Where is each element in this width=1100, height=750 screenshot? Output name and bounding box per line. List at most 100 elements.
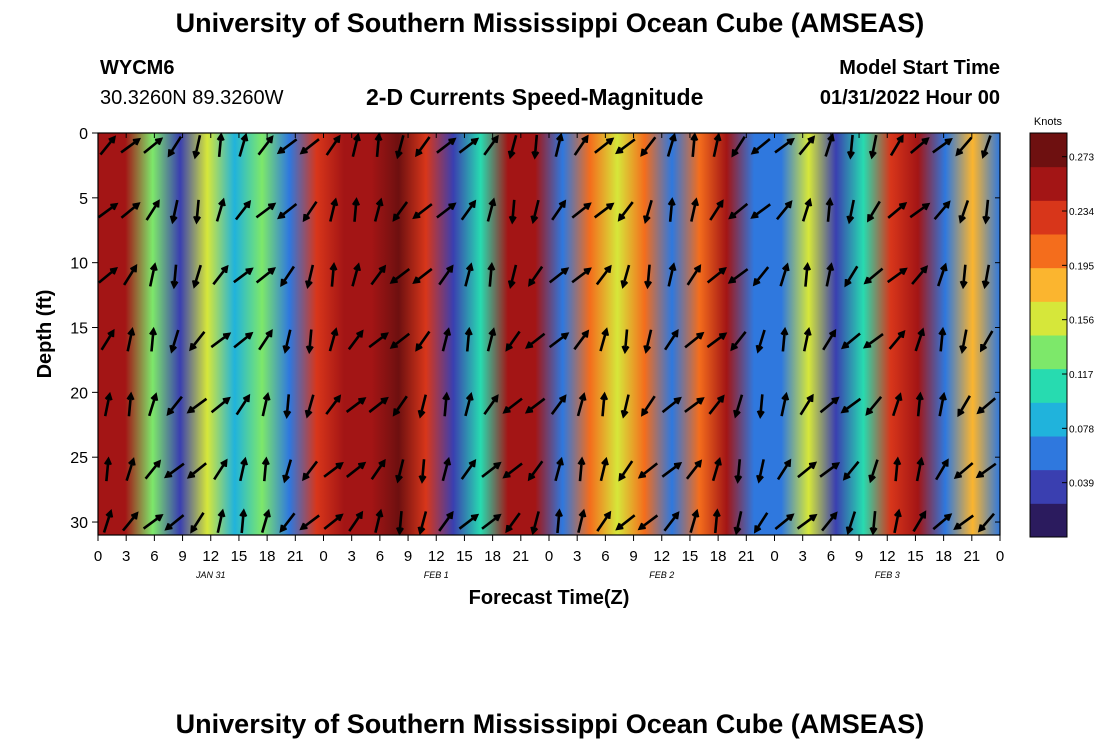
current-arrow <box>915 391 924 417</box>
current-arrow <box>730 331 747 352</box>
colorbar-segment <box>1030 469 1067 504</box>
current-arrow <box>554 456 564 482</box>
current-arrow <box>169 329 180 354</box>
current-arrow <box>325 134 341 156</box>
model-start-value: 01/31/2022 Hour 00 <box>819 87 1000 109</box>
current-arrow <box>893 456 902 482</box>
current-arrow <box>167 136 183 158</box>
current-arrow <box>554 132 564 157</box>
current-arrow <box>844 265 859 288</box>
x-tick-label: 12 <box>653 548 670 565</box>
current-arrow <box>728 202 749 220</box>
current-arrow <box>593 202 615 219</box>
y-tick-label: 25 <box>70 450 88 467</box>
current-arrow <box>803 261 812 287</box>
current-arrow <box>460 459 477 480</box>
current-arrow <box>640 136 657 157</box>
current-arrow <box>216 132 225 158</box>
current-arrow <box>955 136 973 157</box>
x-tick-label: 12 <box>202 548 219 565</box>
current-arrow <box>147 392 159 417</box>
current-arrow <box>368 396 389 414</box>
current-arrow <box>911 265 929 285</box>
y-tick-label: 5 <box>79 191 88 208</box>
current-arrow <box>395 135 405 160</box>
current-arrow <box>481 461 502 478</box>
current-arrow <box>577 456 586 482</box>
current-arrow <box>982 199 991 225</box>
current-arrow <box>595 264 612 286</box>
x-tick-label: 6 <box>827 548 835 565</box>
colorbar-segment <box>1030 200 1067 235</box>
current-arrow <box>352 197 361 222</box>
current-arrow <box>389 332 411 349</box>
current-arrow <box>957 395 971 418</box>
current-arrow <box>617 201 634 222</box>
current-arrow <box>299 138 320 155</box>
current-arrow <box>709 199 724 221</box>
current-arrow <box>373 197 384 222</box>
current-arrow <box>868 134 878 160</box>
current-arrow <box>412 267 433 285</box>
x-tick-label: 9 <box>178 548 186 565</box>
current-arrow <box>733 511 743 536</box>
current-arrow <box>865 396 883 416</box>
current-arrow <box>351 132 361 157</box>
current-arrow <box>571 202 592 219</box>
current-arrow <box>389 267 411 284</box>
colorbar-tick-label: 0.078 <box>1069 424 1094 435</box>
current-arrow <box>143 137 164 154</box>
x-tick-label: 9 <box>855 548 863 565</box>
current-arrow <box>594 137 615 154</box>
current-arrow <box>620 394 630 419</box>
current-arrow <box>502 462 523 479</box>
current-arrow <box>302 200 318 223</box>
current-arrow <box>392 201 409 222</box>
current-arrow <box>981 264 991 290</box>
current-arrow <box>938 391 947 417</box>
current-arrow <box>193 199 202 225</box>
colorbar-segment <box>1030 436 1067 471</box>
current-arrow <box>909 202 931 219</box>
x-axis-label: Forecast Time(Z) <box>469 587 630 609</box>
current-arrow <box>889 134 904 157</box>
current-arrow <box>775 200 793 221</box>
current-arrow <box>507 264 518 289</box>
current-arrow <box>260 508 271 533</box>
current-arrow <box>370 458 386 480</box>
current-arrow <box>483 134 499 156</box>
current-arrow <box>959 264 968 290</box>
current-arrow <box>144 459 162 480</box>
current-arrow <box>776 458 792 481</box>
current-arrow <box>936 262 948 287</box>
current-arrow <box>436 202 457 219</box>
current-arrow <box>620 264 631 289</box>
current-arrow <box>976 397 997 415</box>
current-arrow <box>690 132 699 158</box>
current-arrow <box>189 331 206 352</box>
x-axis: 0 3 6 9 12 15 18 21 0 3 6 9 12 15 18 21 0 3 6 9 12 15 18 21 0 3 6 9… <box>94 133 1004 580</box>
x-tick-label: 3 <box>348 548 356 565</box>
current-arrow <box>190 512 205 534</box>
x-tick-label: 6 <box>376 548 384 565</box>
colorbar-segment <box>1030 166 1067 201</box>
current-arrow <box>505 512 521 534</box>
current-arrow <box>97 202 119 219</box>
current-arrow <box>257 135 274 156</box>
current-arrow <box>888 329 906 350</box>
colorbar-tick-label: 0.156 <box>1069 316 1094 327</box>
current-arrow <box>684 397 705 413</box>
current-arrow <box>282 459 293 484</box>
current-arrow <box>233 267 254 284</box>
current-arrow <box>822 328 837 351</box>
colorbar-tick-label: 0.039 <box>1069 479 1094 490</box>
current-arrow <box>577 508 587 534</box>
current-arrow <box>576 392 587 417</box>
current-arrow <box>530 511 540 536</box>
x-tick-label: 9 <box>629 548 637 565</box>
x-tick-label: 0 <box>996 548 1004 565</box>
current-arrow <box>120 137 142 154</box>
current-arrow <box>615 514 636 531</box>
footer-title: University of Southern Mississippi Ocean… <box>175 709 925 739</box>
current-arrow <box>121 511 139 532</box>
